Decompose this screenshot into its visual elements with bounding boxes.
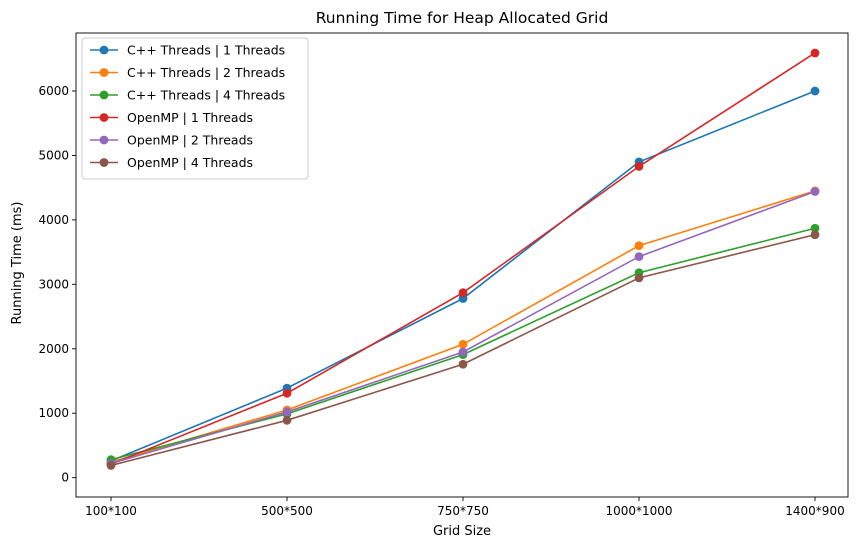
- legend-marker: [99, 45, 109, 55]
- legend-label: OpenMP | 4 Threads: [127, 155, 253, 170]
- legend-item: C++ Threads | 2 Threads: [90, 65, 285, 80]
- legend-item: OpenMP | 2 Threads: [90, 133, 253, 148]
- legend-label: C++ Threads | 4 Threads: [127, 88, 285, 103]
- legend-label: C++ Threads | 1 Threads: [127, 43, 285, 58]
- data-point: [282, 415, 292, 425]
- legend-marker: [99, 68, 109, 77]
- legend-label: C++ Threads | 2 Threads: [127, 65, 285, 80]
- legend-item: C++ Threads | 4 Threads: [90, 88, 285, 103]
- data-point: [810, 86, 820, 96]
- y-tick-label: 5000: [38, 148, 69, 162]
- y-axis-label: Running Time (ms): [10, 202, 25, 325]
- legend-marker: [99, 113, 109, 122]
- data-point: [458, 359, 468, 369]
- x-tick-label: 750*750: [437, 504, 489, 518]
- data-point: [810, 230, 820, 240]
- y-tick-label: 0: [61, 471, 69, 485]
- data-point: [282, 407, 292, 417]
- x-tick-label: 100*100: [85, 504, 137, 518]
- series-2: [106, 186, 820, 467]
- data-point: [106, 461, 116, 470]
- y-tick-label: 2000: [38, 342, 69, 356]
- x-axis-label: Grid Size: [433, 524, 491, 539]
- data-point: [282, 388, 292, 398]
- legend-item: OpenMP | 4 Threads: [90, 155, 253, 170]
- legend-box: [81, 37, 309, 180]
- legend-marker: [99, 90, 109, 100]
- y-tick-label: 3000: [38, 277, 69, 291]
- plot-frame: [75, 32, 849, 498]
- y-tick-label: 4000: [38, 213, 69, 227]
- data-point: [458, 288, 468, 298]
- data-point: [458, 339, 468, 349]
- x-tick-label: 500*500: [261, 504, 313, 518]
- chart-title: Running Time for Heap Allocated Grid: [316, 9, 609, 27]
- y-tick-label: 6000: [38, 84, 69, 98]
- data-point: [634, 273, 644, 283]
- series-line: [110, 190, 816, 465]
- legend: C++ Threads | 1 Threads C++ Threads | 2 T…: [81, 37, 309, 180]
- data-point: [810, 187, 820, 196]
- legend-label: OpenMP | 1 Threads: [127, 110, 253, 125]
- y-tick-label: 1000: [38, 406, 69, 420]
- x-tick-label: 1000*1000: [605, 504, 672, 518]
- legend-marker: [99, 135, 109, 145]
- legend-item: C++ Threads | 1 Threads: [90, 43, 285, 58]
- legend-marker: [99, 158, 109, 167]
- data-point: [634, 162, 644, 171]
- series-layer: [106, 48, 820, 470]
- series-6: [106, 230, 820, 470]
- data-point: [810, 48, 820, 58]
- data-point: [458, 347, 468, 357]
- x-tick-label: 1400*900: [785, 504, 844, 518]
- data-point: [634, 252, 644, 262]
- legend-label: OpenMP | 2 Threads: [127, 133, 253, 148]
- data-point: [634, 241, 644, 251]
- legend-item: OpenMP | 1 Threads: [90, 110, 253, 125]
- axes-layer: 100*100 500*500 750*750 1000*1000 1400*900 0 1…: [38, 32, 849, 518]
- series-5: [106, 187, 820, 468]
- data-point: [810, 223, 820, 233]
